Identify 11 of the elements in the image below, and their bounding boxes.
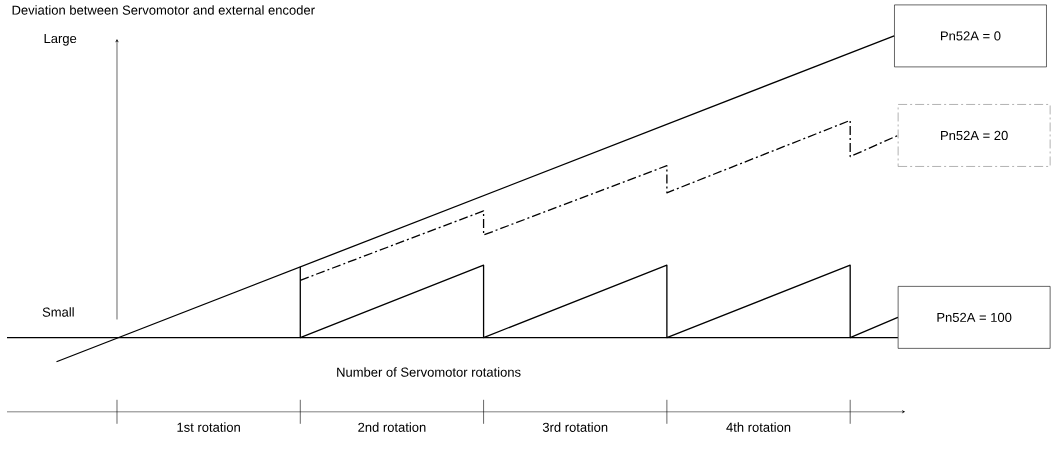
annotation: Small xyxy=(42,307,74,317)
x-axis-title: Number of Servomotor rotations xyxy=(337,367,521,377)
x-tick-label: 2nd rotation xyxy=(358,422,426,432)
annotation: Large xyxy=(44,34,77,46)
y-axis-title: Deviation between Servomotor and external encoder xyxy=(12,5,315,15)
x-tick-label: 1st rotation xyxy=(177,422,240,432)
text: Pn52A = 20 xyxy=(941,130,1008,141)
x-tick-label: 4th rotation xyxy=(726,422,791,432)
x-tick-label: 3rd rotation xyxy=(542,422,608,432)
text: Pn52A = 0 xyxy=(941,31,1001,41)
text: Pn52A = 100 xyxy=(937,312,1012,323)
